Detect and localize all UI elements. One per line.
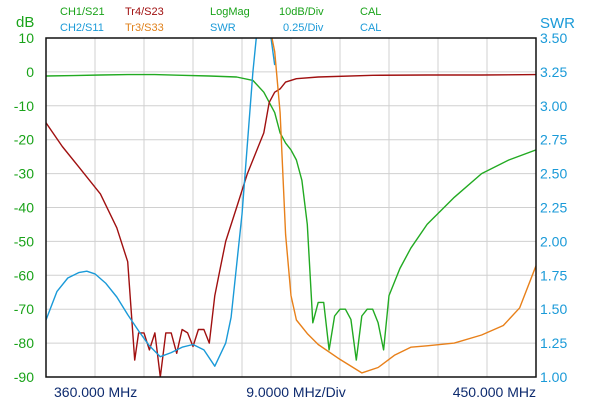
x-span-label: 9.0000 MHz/Div <box>246 384 346 400</box>
header-tr3-label: Tr3/S33 <box>125 22 164 34</box>
chart-traces <box>46 38 536 377</box>
header-cal-ch2-label: CAL <box>360 22 381 34</box>
left-tick-label: -60 <box>14 267 34 283</box>
right-tick-label: 1.75 <box>540 267 567 283</box>
left-tick-label: -30 <box>14 166 34 182</box>
right-tick-label: 2.75 <box>540 132 567 148</box>
trace-ch1-s21 <box>46 73 536 361</box>
left-axis-ticks: 10 0 -10 -20 -30 -40 -50 -60 -70 -80 -90 <box>14 30 34 385</box>
x-start-label: 360.000 MHz <box>54 384 137 400</box>
right-tick-label: 1.00 <box>540 369 567 385</box>
right-tick-label: 1.50 <box>540 301 567 317</box>
left-tick-label: 0 <box>26 64 34 80</box>
left-tick-label: -20 <box>14 132 34 148</box>
header-ch2-label: CH2/S11 <box>60 22 104 34</box>
header-ch1-label: CH1/S21 <box>60 6 105 18</box>
right-tick-label: 3.25 <box>540 64 567 80</box>
chart-frame <box>45 37 537 378</box>
x-stop-label: 450.000 MHz <box>453 384 536 400</box>
header-tr4-label: Tr4/S23 <box>125 6 164 18</box>
header-scale2-label: 0.25/Div <box>283 22 324 34</box>
plot-border <box>45 37 537 378</box>
trace-ch2-s11 <box>46 38 276 367</box>
right-axis-ticks: 3.50 3.25 3.00 2.75 2.50 2.25 2.00 1.75 1.50 1.25… <box>540 30 567 385</box>
trace-tr3-s33 <box>271 38 536 374</box>
right-tick-label: 2.25 <box>540 200 567 216</box>
right-tick-label: 3.50 <box>540 30 567 46</box>
header-format2-label: SWR <box>210 22 236 34</box>
right-tick-label: 3.00 <box>540 98 567 114</box>
left-tick-label: -90 <box>14 369 34 385</box>
left-tick-label: -80 <box>14 335 34 351</box>
left-tick-label: 10 <box>18 30 34 46</box>
left-tick-label: -10 <box>14 98 34 114</box>
header-scale-label: 10dB/Div <box>279 6 324 18</box>
header-format-label: LogMag <box>210 6 250 18</box>
left-axis-unit: dB <box>16 14 34 31</box>
right-tick-label: 1.25 <box>540 335 567 351</box>
right-axis-unit: SWR <box>540 15 575 32</box>
header-cal-ch1-label: CAL <box>360 6 381 18</box>
left-tick-label: -40 <box>14 200 34 216</box>
left-tick-label: -70 <box>14 301 34 317</box>
right-tick-label: 2.00 <box>540 233 567 249</box>
trace-tr4-s23 <box>46 73 536 377</box>
chart-grid <box>46 38 536 377</box>
left-tick-label: -50 <box>14 233 34 249</box>
right-tick-label: 2.50 <box>540 166 567 182</box>
